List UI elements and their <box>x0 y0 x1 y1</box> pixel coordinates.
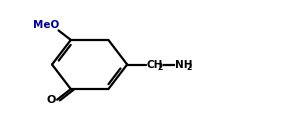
Text: NH: NH <box>175 59 192 70</box>
Text: 2: 2 <box>186 63 192 72</box>
Text: 2: 2 <box>158 63 163 72</box>
Text: MeO: MeO <box>33 20 60 30</box>
Text: CH: CH <box>147 59 163 70</box>
Text: O: O <box>46 95 55 105</box>
